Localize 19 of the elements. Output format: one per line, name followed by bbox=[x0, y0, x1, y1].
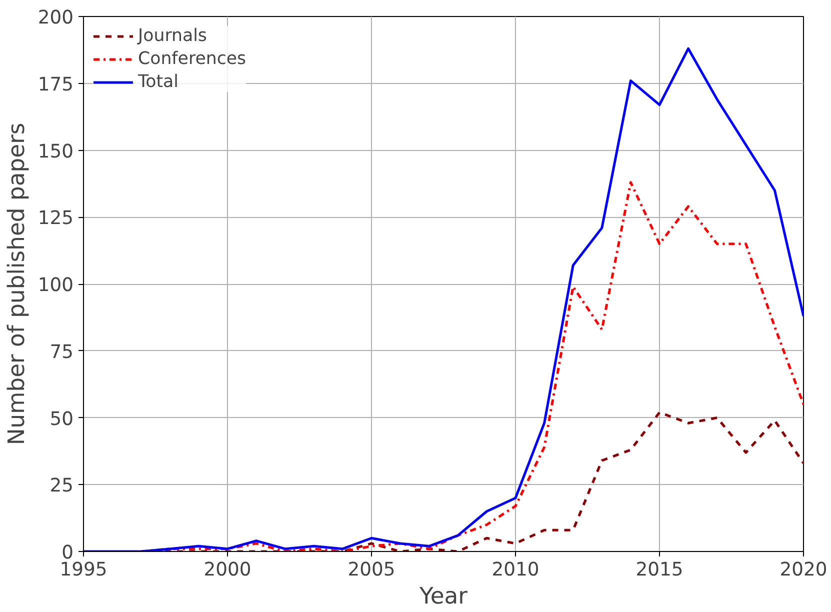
y-tick-label: 125 bbox=[38, 208, 74, 230]
x-tick-label: 2020 bbox=[780, 560, 828, 580]
y-tick-label: 175 bbox=[38, 74, 74, 96]
y-tick-label: 100 bbox=[38, 275, 74, 296]
y-tick-label: 200 bbox=[38, 8, 74, 28]
legend-label: Total bbox=[138, 72, 178, 92]
y-tick-label: 50 bbox=[50, 408, 74, 430]
x-tick-label: 2015 bbox=[636, 560, 684, 580]
legend-label: Journals bbox=[138, 26, 207, 46]
y-tick-label: 150 bbox=[38, 141, 74, 162]
x-tick-label: 2005 bbox=[348, 560, 396, 580]
x-axis-title: Year bbox=[418, 584, 468, 610]
x-tick-label: 1995 bbox=[60, 560, 108, 580]
x-tick-label: 2010 bbox=[492, 560, 540, 580]
y-tick-label: 75 bbox=[50, 342, 74, 363]
legend-label: Conferences bbox=[138, 49, 246, 69]
x-tick-label: 2000 bbox=[204, 560, 252, 580]
y-tick-label: 25 bbox=[50, 476, 74, 497]
y-axis-title: Number of published papers bbox=[4, 122, 30, 446]
